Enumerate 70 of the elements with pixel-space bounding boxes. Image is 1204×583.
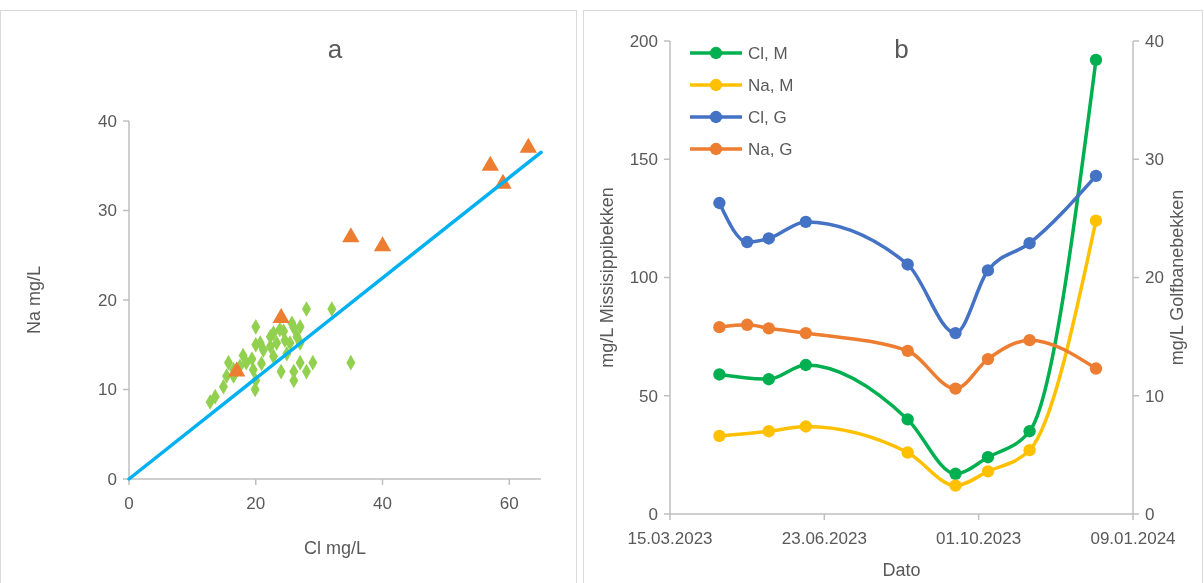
point [981,352,995,366]
legend-label: Cl, G [748,107,787,127]
x-tick-label: 23.06.2023 [781,529,867,548]
y-tick-label: 30 [98,201,117,221]
point [981,451,995,464]
point [799,420,812,433]
y2-tick-label: 20 [1145,268,1164,288]
y2-tick-label: 10 [1145,386,1164,406]
point [762,425,775,438]
point [1023,334,1036,347]
y-tick-label: 40 [98,111,117,131]
x-tick-label: 40 [373,494,392,513]
y-tick-label: 200 [629,31,658,51]
y2-axis-title: mg/L Golfbanebekken [1167,189,1187,366]
point [981,264,995,277]
chart-title: a [327,34,343,64]
x-tick-label: 60 [499,494,519,513]
point [901,344,914,357]
point [713,196,726,210]
point [519,137,537,153]
point [799,215,812,229]
y-tick-label: 20 [98,290,117,310]
legend-label: Na, G [748,139,793,159]
y-axis-title: mg/L Missisippibekken [597,187,617,368]
point [1023,443,1036,457]
point [1089,169,1103,182]
point [1023,425,1036,438]
point [1089,362,1103,375]
point [342,227,360,243]
point [949,479,962,492]
y2-tick-label: 30 [1145,150,1164,170]
point [981,465,995,478]
point [901,446,914,459]
point [762,232,775,245]
point [949,382,962,395]
x-tick-label: 15.03.2023 [627,529,713,548]
x-tick-label: 0 [124,494,134,513]
y-tick-label: 0 [107,469,117,489]
point [901,258,914,271]
x-axis-title: Dato [882,560,921,580]
y-tick-label: 150 [629,150,658,170]
point [799,358,812,372]
point [713,321,726,334]
x-axis-title: Cl mg/L [303,538,367,558]
x-tick-label: 09.01.2024 [1090,529,1176,548]
point [481,155,499,171]
y-tick-label: 10 [98,380,117,400]
point [713,368,726,381]
x-tick-label: 20 [246,494,266,513]
point [1089,53,1103,67]
point [901,413,914,426]
y-tick-label: 50 [639,386,658,406]
y-tick-label: 100 [629,268,658,288]
y2-tick-label: 40 [1145,31,1164,51]
point [740,318,754,331]
chart-title: b [894,34,909,64]
point [1023,237,1036,250]
point [949,467,962,480]
point [373,236,392,252]
point [949,326,962,340]
x-tick-label: 01.10.2023 [936,529,1022,548]
point [740,235,754,249]
y-axis-title: Na mg/L [24,265,44,335]
point [799,326,812,340]
point [713,429,726,443]
legend-label: Na, M [748,75,794,95]
legend-label: Cl, M [748,43,788,63]
point [762,373,775,386]
point [762,322,775,335]
point [1089,214,1103,227]
